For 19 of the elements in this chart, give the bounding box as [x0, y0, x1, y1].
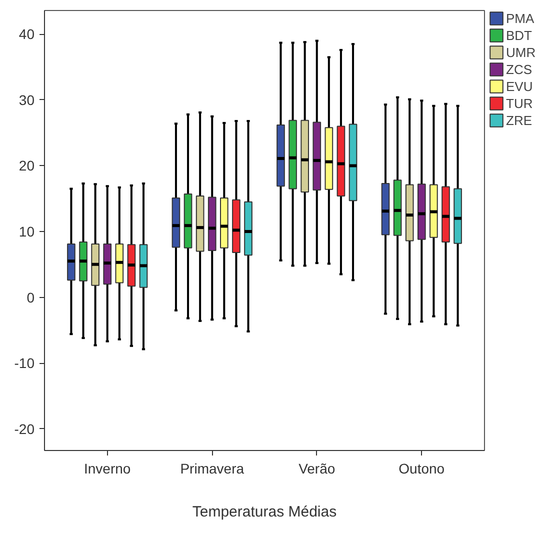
legend-label: ZCS: [506, 61, 532, 77]
y-tick-label: 40: [18, 26, 35, 42]
y-tick-label: -20: [14, 420, 35, 437]
legend-label: UMR: [506, 44, 536, 60]
y-tick-label: 30: [18, 92, 35, 108]
legend-label: PMA: [506, 10, 534, 26]
y-tick-label: 10: [18, 223, 35, 240]
x-tick-label: Verão: [298, 460, 336, 476]
y-tick-label: 0: [26, 289, 35, 306]
legend-label: TUR: [506, 95, 533, 111]
y-tick-label: 20: [18, 158, 35, 174]
legend-label: BDT: [506, 27, 532, 43]
x-axis-title: Temperaturas Médias: [192, 504, 337, 520]
x-tick-label: Primavera: [180, 460, 244, 476]
x-tick-label: Outono: [398, 460, 445, 476]
legend-label: ZRE: [506, 112, 532, 128]
y-tick-label: -10: [14, 355, 35, 372]
x-tick-label: Inverno: [84, 460, 131, 476]
legend-label: EVU: [506, 78, 533, 94]
